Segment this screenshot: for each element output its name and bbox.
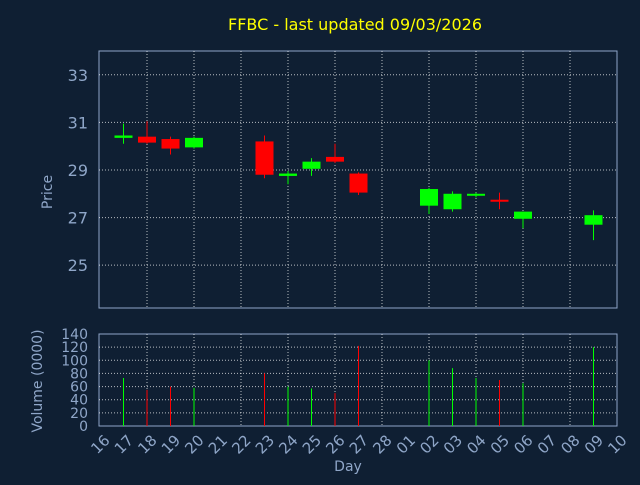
candle-body xyxy=(467,193,485,196)
candle-body xyxy=(349,173,368,193)
candle-body xyxy=(443,193,462,210)
candle xyxy=(114,123,133,144)
candle xyxy=(349,172,368,195)
price-plot-frame xyxy=(98,50,618,309)
volume-tick-label: 80 xyxy=(70,366,88,382)
x-axis: 1617181920212223242526272801020304050607… xyxy=(87,431,630,457)
candle xyxy=(161,136,180,155)
price-tick-label: 25 xyxy=(68,256,88,275)
candle-body xyxy=(514,211,532,219)
candle-body xyxy=(490,199,509,202)
volume-bars xyxy=(123,345,594,426)
volume-tick-label: 60 xyxy=(70,380,88,396)
x-axis-label: Day xyxy=(334,459,362,475)
volume-tick-label: 0 xyxy=(79,419,88,435)
candle xyxy=(420,187,438,215)
candle-body xyxy=(161,139,180,149)
price-panel: 25 27 29 31 33 Price xyxy=(40,50,618,309)
candle xyxy=(185,136,203,149)
candle-body xyxy=(138,136,156,143)
candle-body xyxy=(255,141,274,175)
candle xyxy=(255,135,274,179)
candle xyxy=(443,191,462,212)
price-tick-label: 31 xyxy=(68,113,88,132)
price-tick-label: 29 xyxy=(68,161,88,180)
candle xyxy=(326,143,344,163)
volume-tick-label: 100 xyxy=(61,353,88,369)
candle xyxy=(490,192,509,210)
volume-tick-label: 20 xyxy=(70,406,88,422)
candle-body xyxy=(420,189,438,206)
chart-title: FFBC - last updated 09/03/2026 xyxy=(228,15,482,34)
candle xyxy=(467,192,485,198)
price-tick-label: 27 xyxy=(68,209,88,228)
volume-axis-label: Volume (0000) xyxy=(30,329,46,432)
candle-body xyxy=(584,215,603,225)
price-grid xyxy=(99,51,617,308)
candle-body xyxy=(185,137,203,148)
volume-tick-label: 140 xyxy=(61,327,88,343)
candle-body xyxy=(302,161,321,169)
price-y-axis: 25 27 29 31 33 xyxy=(68,66,88,275)
candle-body xyxy=(114,135,133,138)
candles xyxy=(114,121,603,241)
candle xyxy=(138,121,156,144)
candle-body xyxy=(326,156,344,162)
candle xyxy=(584,210,603,241)
candle-body xyxy=(279,173,297,176)
candle xyxy=(302,158,321,176)
candle xyxy=(279,171,297,185)
price-axis-label: Price xyxy=(40,175,56,209)
price-tick-label: 33 xyxy=(68,66,88,85)
candle xyxy=(514,211,532,229)
volume-tick-label: 120 xyxy=(61,340,88,356)
volume-tick-label: 40 xyxy=(70,393,88,409)
